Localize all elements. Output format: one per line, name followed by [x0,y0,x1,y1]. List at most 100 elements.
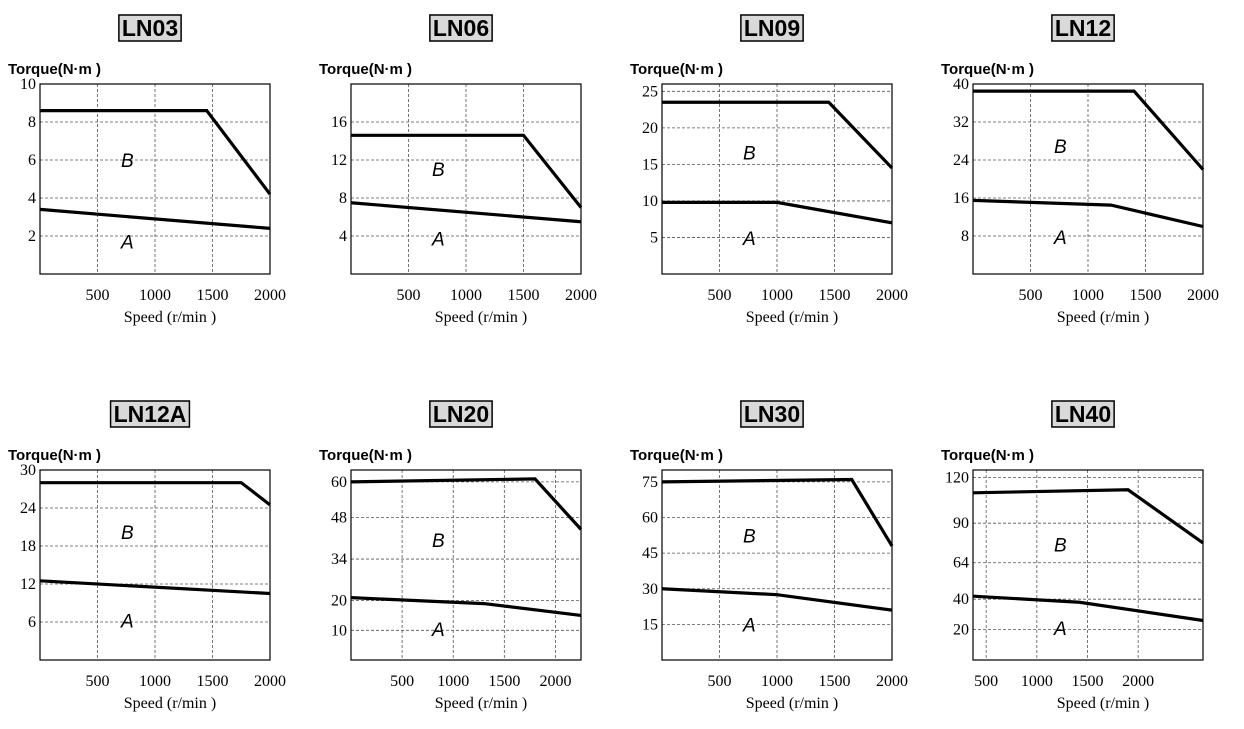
region-label: B [743,526,756,547]
x-tick-label: 1500 [197,287,229,304]
y-tick-label: 2 [28,228,36,245]
torque-curve [972,594,1204,623]
region-label: A [120,233,134,254]
plot-frame [39,83,271,275]
y-tick-label: 24 [20,500,36,517]
chart-title: LN09 [744,15,800,41]
torque-curve [350,596,582,618]
title-box [429,14,493,42]
x-axis-label: Speed (r/min ) [746,695,838,712]
region-label: A [1053,228,1067,249]
y-tick-label: 10 [20,76,36,93]
y-axis-label: Torque(N·m ) [8,447,101,464]
chart-title: LN03 [122,15,178,41]
y-tick-label: 10 [642,193,658,210]
x-tick-label: 1000 [1021,673,1053,690]
y-axis-label: Torque(N·m ) [941,61,1034,78]
y-axis-label: Torque(N·m ) [319,447,412,464]
x-tick-label: 500 [708,673,732,690]
chart-title: LN40 [1055,401,1111,427]
y-tick-label: 75 [642,474,658,491]
x-axis-label: Speed (r/min ) [435,309,527,326]
y-tick-label: 60 [642,510,658,527]
y-tick-label: 30 [642,581,658,598]
y-tick-label: 5 [650,229,658,246]
title-box [1051,14,1115,42]
y-tick-label: 90 [953,515,969,532]
region-label: B [743,143,756,164]
x-tick-label: 2000 [539,673,571,690]
y-tick-label: 30 [20,462,36,479]
title-box [429,400,493,428]
x-tick-label: 2000 [565,287,597,304]
x-axis-label: Speed (r/min ) [124,309,216,326]
torque-curve [350,477,583,531]
x-tick-label: 500 [1019,287,1043,304]
y-tick-label: 32 [953,114,969,131]
y-tick-label: 25 [642,83,658,100]
y-tick-label: 12 [331,152,347,169]
region-label: A [742,615,756,636]
y-tick-label: 4 [28,190,36,207]
x-tick-label: 1500 [508,287,540,304]
region-label: A [431,229,445,250]
torque-curve [351,133,583,209]
y-tick-label: 45 [642,545,658,562]
y-axis-label: Torque(N·m ) [630,61,723,78]
torque-curve [40,108,272,196]
region-label: B [121,523,134,544]
x-tick-label: 1000 [437,673,469,690]
plot-frame [39,469,271,661]
torque-curve [662,200,893,225]
region-label: A [742,229,756,250]
y-tick-label: 34 [331,551,347,568]
y-tick-label: 20 [953,622,969,639]
x-tick-label: 1500 [488,673,520,690]
x-tick-label: 500 [708,287,732,304]
plot-frame [972,469,1204,661]
x-tick-label: 2000 [1122,673,1154,690]
y-tick-label: 15 [642,616,658,633]
y-tick-label: 64 [953,555,969,572]
y-tick-label: 8 [339,190,347,207]
x-tick-label: 500 [397,287,421,304]
chart-title: LN12 [1055,15,1111,41]
x-axis-label: Speed (r/min ) [435,695,527,712]
torque-curve [350,201,582,224]
x-tick-label: 2000 [876,673,908,690]
region-label: A [120,611,134,632]
y-axis-label: Torque(N·m ) [8,61,101,78]
y-tick-label: 18 [20,538,36,555]
chart-title: LN12A [114,401,187,427]
region-label: B [121,151,134,172]
y-tick-label: 6 [28,614,36,631]
x-tick-label: 1000 [139,673,171,690]
x-tick-label: 500 [974,673,998,690]
torque-curve [662,100,894,170]
torque-curve [39,579,271,596]
region-label: B [1054,535,1067,556]
x-tick-label: 1500 [819,673,851,690]
plot-frame [350,469,582,661]
y-axis-label: Torque(N·m ) [319,61,412,78]
x-tick-label: 1000 [1072,287,1104,304]
x-tick-label: 2000 [876,287,908,304]
plot-frame [661,469,893,661]
chart-title: LN30 [744,401,800,427]
torque-curve [661,587,893,612]
torque-curve [972,198,1204,229]
y-tick-label: 48 [331,510,347,527]
torque-curve [40,481,271,507]
x-tick-label: 1500 [1130,287,1162,304]
y-tick-label: 24 [953,152,969,169]
x-tick-label: 1500 [819,287,851,304]
y-tick-label: 16 [953,190,969,207]
x-axis-label: Speed (r/min ) [746,309,838,326]
x-tick-label: 500 [390,673,414,690]
plot-frame [972,83,1204,275]
plot-frame [350,83,582,275]
y-tick-label: 40 [953,591,969,608]
title-box [740,400,804,428]
